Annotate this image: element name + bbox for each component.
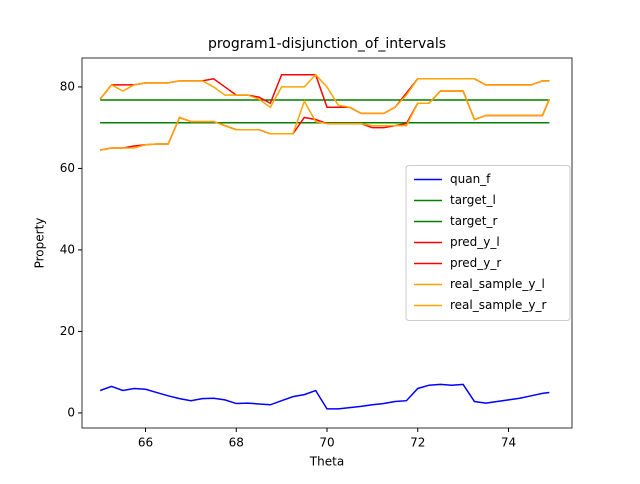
legend-label: target_r bbox=[450, 214, 497, 228]
x-tick-label: 74 bbox=[501, 436, 516, 450]
y-tick-label: 80 bbox=[60, 79, 75, 93]
x-tick-label: 72 bbox=[410, 436, 425, 450]
legend-label: quan_f bbox=[450, 172, 491, 186]
x-tick-label: 68 bbox=[229, 436, 244, 450]
series-line bbox=[100, 90, 551, 151]
legend-label: pred_y_l bbox=[450, 235, 500, 249]
x-tick-label: 70 bbox=[319, 436, 334, 450]
series-line bbox=[99, 383, 550, 410]
legend-label: pred_y_r bbox=[450, 256, 501, 270]
plot-frame bbox=[81, 57, 573, 429]
y-axis-label: Property bbox=[33, 218, 47, 269]
y-tick-label: 40 bbox=[60, 242, 75, 256]
y-tick-label: 60 bbox=[60, 161, 75, 175]
legend-box bbox=[405, 165, 571, 321]
legend-label: real_sample_y_l bbox=[450, 277, 545, 291]
y-tick-label: 0 bbox=[67, 405, 75, 419]
y-tick-label: 20 bbox=[60, 324, 75, 338]
series-line bbox=[99, 73, 550, 115]
x-tick-label: 66 bbox=[138, 436, 153, 450]
chart-title: program1-disjunction_of_intervals bbox=[208, 36, 446, 52]
legend-label: real_sample_y_r bbox=[450, 298, 546, 312]
legend-label: target_l bbox=[450, 193, 496, 207]
x-axis-label: Theta bbox=[309, 455, 344, 469]
